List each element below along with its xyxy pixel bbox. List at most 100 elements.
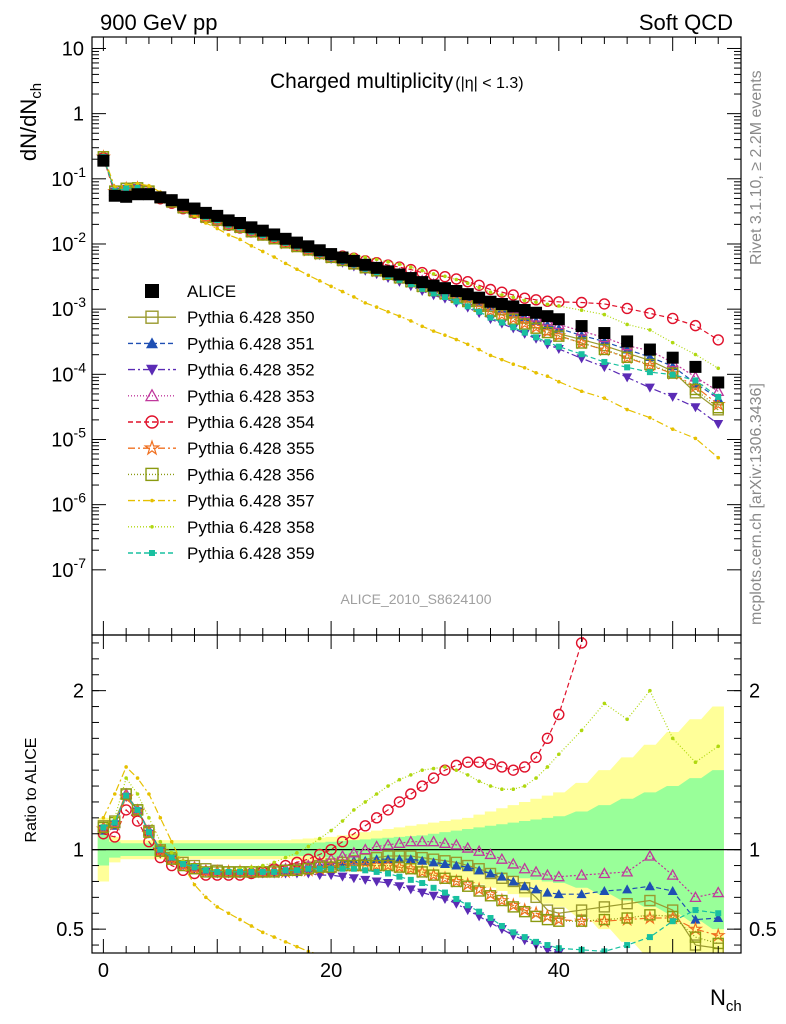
- mc-series-point: [464, 303, 471, 310]
- ratio-series-point: [124, 765, 128, 769]
- alice-data-point: [336, 251, 349, 264]
- ratio-series-point: [107, 816, 123, 831]
- alice-data-point: [621, 335, 634, 348]
- mc-series-point: [534, 370, 538, 375]
- ratio-series-point: [485, 918, 496, 928]
- ratio-series-point: [329, 828, 333, 833]
- ratio-series-point: [545, 765, 550, 769]
- ratio-series-point: [225, 868, 232, 875]
- ratio-series-point: [100, 824, 107, 831]
- ratio-series-point: [180, 860, 187, 867]
- mc-series-point: [689, 319, 702, 332]
- ratio-series-point: [120, 788, 132, 800]
- ratio-series-point: [271, 868, 278, 875]
- ratio-series-point: [169, 839, 174, 844]
- alice-data-point: [404, 272, 417, 285]
- mc-series-point: [644, 307, 656, 319]
- mc-series-point: [670, 340, 675, 345]
- legend-marker: [144, 388, 160, 402]
- mc-series-point: [666, 367, 679, 379]
- ratio-series-point: [671, 994, 675, 998]
- ratio-series-point: [690, 966, 700, 975]
- mc-series-point: [465, 342, 470, 347]
- legend-item: ALICE: [145, 282, 236, 301]
- mc-series-point: [713, 420, 724, 430]
- alice-data-point: [689, 360, 702, 373]
- mc-series-point: [621, 302, 633, 315]
- header-left: 900 GeV pp: [100, 10, 217, 35]
- mc-series-point: [386, 260, 390, 264]
- x-tick-label: 0: [98, 960, 109, 982]
- ratio-series-point: [363, 966, 367, 970]
- ratio-series-point: [432, 975, 436, 979]
- mc-series-point: [249, 244, 254, 248]
- ratio-plot-area: [92, 558, 741, 998]
- mc-series-point: [545, 374, 550, 378]
- ratio-series-point: [430, 884, 437, 891]
- mc-series-point: [692, 377, 699, 384]
- alice-data-point: [643, 343, 656, 356]
- ratio-series-point: [530, 751, 542, 764]
- ratio-series-point: [450, 838, 463, 850]
- legend-label: Pythia 6.428 357: [187, 492, 315, 511]
- ratio-series-point: [405, 854, 416, 864]
- legend: ALICE Pythia 6.428 350 Pythia 6.428 351 Pyt…: [128, 282, 315, 563]
- alice-data-point: [495, 297, 508, 310]
- ratio-series-point: [443, 977, 447, 981]
- ratio-series-point: [306, 844, 311, 849]
- ratio-series-point: [215, 905, 220, 909]
- mc-series-point: [522, 298, 527, 303]
- ratio-series-point: [521, 934, 528, 941]
- x-tick-label: 20: [320, 960, 342, 982]
- ratio-series-point: [120, 804, 132, 816]
- main-y-tick-label: 1: [73, 104, 84, 126]
- ratio-series-point: [693, 760, 698, 764]
- ratio-series-point: [426, 867, 442, 882]
- alice-data-point: [142, 188, 155, 201]
- ratio-series-point: [124, 776, 128, 780]
- ratio-series-point: [293, 867, 300, 874]
- alice-data-point: [188, 202, 201, 215]
- ratio-series-point: [690, 914, 701, 924]
- ratio-series-point: [370, 812, 383, 824]
- alice-data-point: [416, 276, 429, 289]
- ratio-series-point: [414, 863, 430, 879]
- ratio-series-point: [416, 780, 428, 792]
- ratio-series-point: [621, 912, 633, 924]
- ratio-series-point: [198, 863, 214, 879]
- legend-marker: [143, 439, 161, 456]
- ratio-series-point: [505, 897, 521, 912]
- ratio-y-tick-label: 1: [73, 840, 84, 862]
- main-y-tick-label: 10-6: [51, 490, 86, 517]
- mc-series-point: [670, 427, 675, 431]
- ratio-series-point: [473, 844, 486, 856]
- alice-data-point: [507, 300, 520, 313]
- ratio-series-point: [359, 843, 372, 855]
- mc-series-point: [409, 265, 413, 269]
- ratio-series: [101, 765, 698, 998]
- ratio-series-point: [599, 558, 609, 568]
- ratio-series-point: [694, 994, 698, 998]
- ratio-series-point: [350, 865, 357, 872]
- ratio-series-point: [131, 804, 144, 816]
- alice-data-point: [290, 236, 303, 249]
- ratio-series-point: [405, 788, 417, 800]
- ratio-series-point: [544, 942, 551, 949]
- ratio-series-point: [325, 852, 338, 864]
- mc-series-point: [441, 294, 448, 301]
- mc-series-point: [215, 226, 220, 231]
- mc-series-point: [518, 292, 531, 304]
- ratio-series-point: [248, 868, 255, 875]
- ratio-series-point: [352, 962, 356, 966]
- mc-series-point: [646, 369, 653, 376]
- ratio-y-tick-label: 0.5: [56, 919, 84, 941]
- ratio-series-point: [259, 868, 266, 875]
- uncertainty-band-outer: [97, 706, 724, 953]
- mc-series-point: [510, 324, 517, 331]
- ratio-series-point: [339, 865, 346, 872]
- mc-series-point: [551, 327, 567, 343]
- mc-series-point: [306, 273, 311, 278]
- alice-data-point: [165, 194, 178, 207]
- ratio-series-point: [393, 861, 406, 873]
- ratio-series-point: [621, 865, 634, 877]
